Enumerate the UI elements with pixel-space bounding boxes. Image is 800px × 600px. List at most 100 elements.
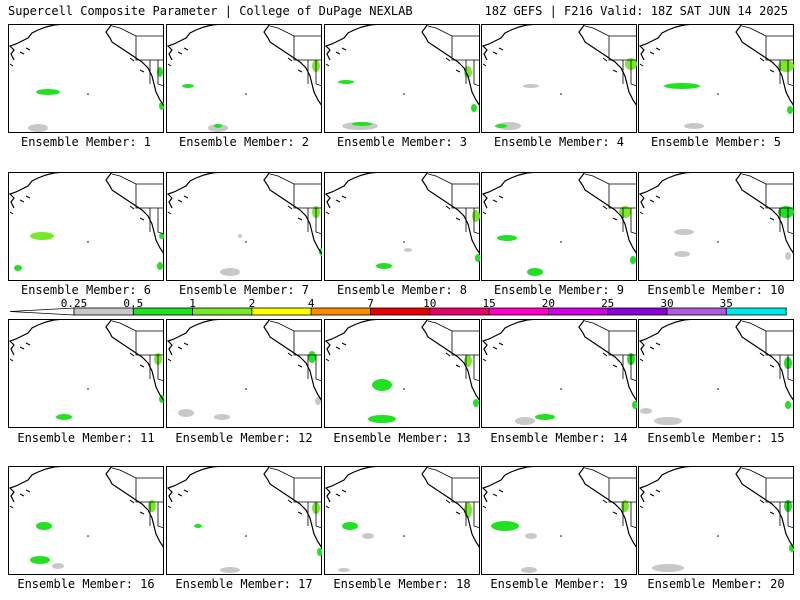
scp-shading-2 [14,265,22,271]
island-outline-3 [639,63,644,67]
map-panel-3-plot [324,24,480,133]
model-run-info: 18Z GEFS | F216 Valid: 18Z SAT JUN 14 20… [484,4,788,18]
island-outline-3 [639,505,644,509]
scp-shading-2 [362,533,374,539]
political-borders [584,467,637,529]
island-outline-2 [655,195,661,199]
island-outline-3 [325,63,330,67]
island-outline-3 [167,63,172,67]
island-dot [245,388,247,390]
scp-shading-2 [497,122,521,130]
island-outline-5 [139,511,145,515]
panel-label-member-10: Ensemble Member: 10 [647,283,785,297]
map-frame [481,172,637,281]
map-frame [324,172,480,281]
panel-label-member-12: Ensemble Member: 12 [175,431,313,445]
island-outline-5 [612,217,618,221]
island-outline-2 [183,489,189,493]
scp-shading-1 [36,89,60,95]
island-dot [403,535,405,537]
map-panel-8-plot [324,172,480,281]
map-panel-2-plot [166,24,322,133]
map-frame [324,466,480,575]
island-outline-2 [498,342,504,346]
island-outline-5 [297,69,303,73]
island-outline-3 [639,358,644,362]
map-panel-member-2 [166,24,322,133]
map-panel-18-plot [324,466,480,575]
map-panel-member-19 [481,466,637,575]
scp-shading-1 [523,84,539,88]
island-outline-1 [177,51,183,55]
island-outline-4 [287,57,293,62]
map-panel-member-18 [324,466,480,575]
political-borders [269,25,322,87]
legend-tick-label-2: 0.5 [123,297,144,310]
map-frame [166,466,322,575]
island-outline-1 [19,346,25,350]
map-panel-1-plot [8,24,164,133]
map-frame [8,319,164,428]
island-outline-4 [287,205,293,210]
scp-shading-3 [159,233,164,239]
scp-shading-1 [194,524,202,528]
scp-shading-3 [157,67,163,77]
map-panel-member-8 [324,172,480,281]
scp-shading-1 [652,564,684,572]
island-outline-3 [9,211,14,215]
scp-shading-2 [684,123,704,129]
island-outline-1 [177,199,183,203]
island-outline-1 [335,493,341,497]
island-dot [717,388,719,390]
map-panel-15-plot [638,319,794,428]
island-outline-4 [129,205,135,210]
legend-swatch-3 [192,307,253,316]
map-panel-member-6 [8,172,164,281]
island-dot [403,388,405,390]
panel-label-member-11: Ensemble Member: 11 [17,431,155,445]
island-outline-4 [287,499,293,504]
island-outline-2 [341,47,347,51]
island-outline-2 [341,195,347,199]
map-frame [8,466,164,575]
panel-label-member-3: Ensemble Member: 3 [336,135,468,149]
scp-shading-1 [30,232,54,240]
scp-shading-1 [664,83,700,89]
political-borders [427,25,480,87]
island-outline-4 [759,205,765,210]
island-outline-2 [498,195,504,199]
map-frame [8,24,164,133]
map-panel-member-15 [638,319,794,428]
legend-swatch-11 [666,307,727,316]
panel-label-member-6: Ensemble Member: 6 [20,283,152,297]
political-borders [111,173,164,235]
political-borders [111,320,164,382]
island-outline-4 [445,205,451,210]
island-outline-1 [19,51,25,55]
island-outline-4 [602,57,608,62]
island-outline-4 [759,499,765,504]
island-outline-5 [769,511,775,515]
legend-swatch-4 [251,307,312,316]
island-outline-3 [482,358,487,362]
island-outline-1 [19,493,25,497]
island-dot [717,93,719,95]
scp-shading-2 [404,248,412,252]
map-frame [166,24,322,133]
panel-label-member-13: Ensemble Member: 13 [333,431,471,445]
island-outline-1 [335,51,341,55]
legend-swatch-7 [429,307,490,316]
map-frame [638,319,794,428]
map-panel-member-5 [638,24,794,133]
map-panel-member-7 [166,172,322,281]
island-outline-4 [129,352,135,357]
map-frame [638,466,794,575]
island-outline-3 [325,358,330,362]
island-dot [87,241,89,243]
island-dot [245,241,247,243]
island-dot [245,93,247,95]
island-dot [87,388,89,390]
political-borders [584,173,637,235]
island-outline-5 [455,364,461,368]
island-outline-3 [639,211,644,215]
